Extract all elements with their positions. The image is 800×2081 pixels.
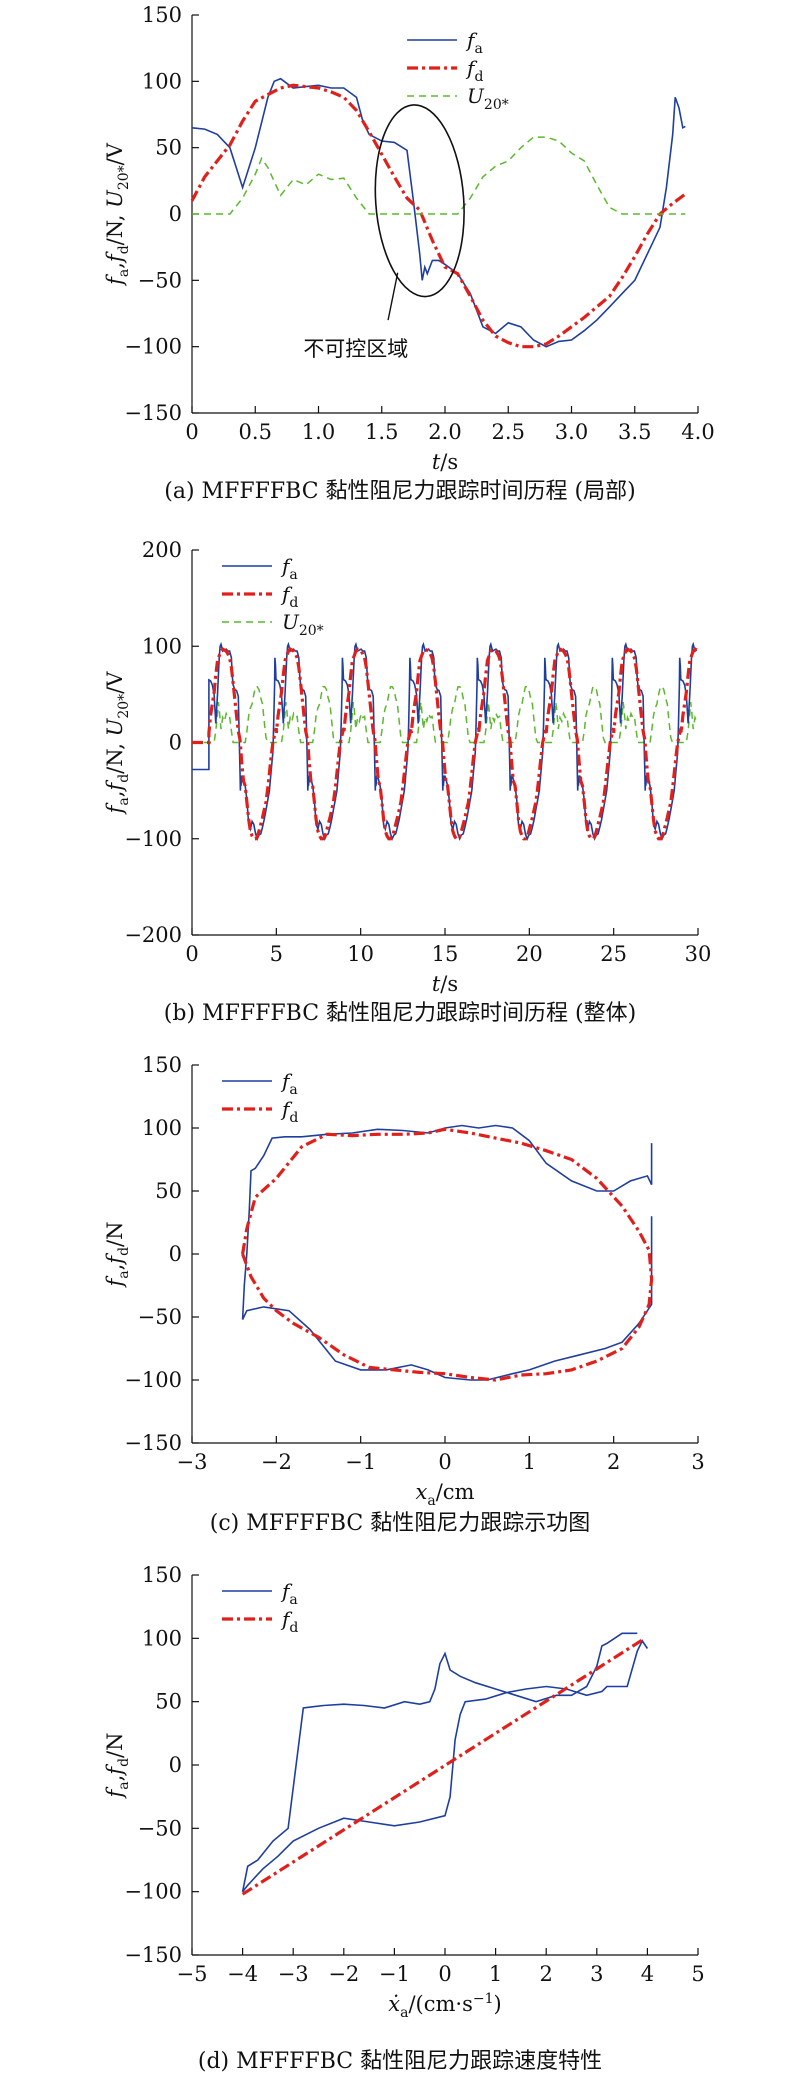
x-tick-label: 3.5 bbox=[618, 420, 651, 444]
y-tick-label: 50 bbox=[155, 136, 182, 160]
legend-label: U20* bbox=[467, 84, 509, 113]
x-tick-label: −2 bbox=[328, 1962, 359, 1986]
y-tick-label: −50 bbox=[138, 1305, 182, 1329]
chart-panel-a: 0 0.5 1.0 1.5 2.0 2.5 3.0 3.5 4.0 −150 −100 −50 0 50 1… bbox=[103, 3, 715, 504]
y-axis-label: fa,fd/N, U20*/V bbox=[103, 142, 132, 287]
x-axis-label: t/s bbox=[432, 450, 458, 474]
x-tick-label: 4.0 bbox=[681, 420, 714, 444]
y-tick-label: 150 bbox=[142, 3, 182, 27]
series-fd-line bbox=[241, 1636, 646, 1896]
x-tick-label: 1 bbox=[489, 1962, 502, 1986]
legend-label: fd bbox=[280, 1607, 298, 1636]
x-tick-label: 5 bbox=[691, 1962, 704, 1986]
x-tick-label: 1.0 bbox=[302, 420, 335, 444]
x-axis-label: t/s bbox=[432, 972, 458, 996]
y-tick-label: −50 bbox=[138, 1816, 182, 1840]
y-tick-label: 0 bbox=[169, 1242, 182, 1266]
x-tick-label: 10 bbox=[347, 942, 374, 966]
x-tick-label: −4 bbox=[227, 1962, 258, 1986]
legend-label: fa bbox=[280, 554, 298, 583]
x-tick-label: −5 bbox=[177, 1962, 208, 1986]
y-tick-label: −100 bbox=[124, 1880, 182, 1904]
legend-label: fd bbox=[465, 56, 483, 85]
y-tick-label: 150 bbox=[142, 1053, 182, 1077]
y-axis-label: fa,fd/N, U20*/V bbox=[103, 671, 132, 816]
x-tick-label: 2 bbox=[607, 1450, 620, 1474]
x-tick-label: 3 bbox=[691, 1450, 704, 1474]
x-axis-label: xa/cm bbox=[416, 1480, 475, 1509]
series-u20-line bbox=[192, 136, 686, 215]
x-tick-label: −3 bbox=[278, 1962, 309, 1986]
x-tick-label: 3 bbox=[590, 1962, 603, 1986]
figure-caption: (a) MFFFFBC 黏性阻尼力跟踪时间历程 (局部) bbox=[164, 479, 635, 504]
series-fa-line bbox=[191, 77, 686, 348]
y-tick-label: −150 bbox=[124, 1431, 182, 1455]
y-tick-label: 100 bbox=[142, 1626, 182, 1650]
x-tick-label: 0 bbox=[438, 1450, 451, 1474]
y-tick-label: 0 bbox=[169, 1753, 182, 1777]
series-u20-line bbox=[192, 685, 698, 744]
y-tick-label: −150 bbox=[124, 1943, 182, 1967]
x-tick-label: 0 bbox=[438, 1962, 451, 1986]
x-tick-label: 2.5 bbox=[492, 420, 525, 444]
annotation-label: 不可控区域 bbox=[303, 337, 408, 361]
legend-label: fd bbox=[280, 1097, 298, 1126]
figure-caption: (c) MFFFFBC 黏性阻尼力跟踪示功图 bbox=[210, 1511, 590, 1536]
x-tick-label: 2 bbox=[540, 1962, 553, 1986]
y-tick-label: 100 bbox=[142, 69, 182, 93]
legend-label: fa bbox=[280, 1579, 298, 1608]
series-fd-line bbox=[241, 1127, 654, 1382]
y-tick-label: 200 bbox=[142, 538, 182, 562]
y-tick-label: 150 bbox=[142, 1563, 182, 1587]
series-fd-line bbox=[192, 647, 698, 841]
annotation-leader bbox=[387, 272, 399, 321]
uncontrollable-region-ellipse bbox=[374, 104, 465, 298]
x-axis-label: ẋa/(cm·s−1) bbox=[388, 1991, 501, 2021]
x-tick-label: 0 bbox=[185, 942, 198, 966]
y-tick-label: −100 bbox=[124, 335, 182, 359]
chart-panel-d: −5 −4 −3 −2 −1 0 1 2 3 4 5 −150 −100 −50 0 50 100 150 fafd… bbox=[103, 1563, 705, 2074]
legend-label: fa bbox=[280, 1069, 298, 1098]
y-tick-label: 50 bbox=[155, 1179, 182, 1203]
x-tick-label: 1.5 bbox=[365, 420, 398, 444]
y-tick-label: −100 bbox=[124, 827, 182, 851]
figure-caption: (d) MFFFFBC 黏性阻尼力跟踪速度特性 bbox=[198, 2049, 602, 2074]
y-tick-label: −50 bbox=[138, 268, 182, 292]
figure-caption: (b) MFFFFBC 黏性阻尼力跟踪时间历程 (整体) bbox=[164, 1001, 636, 1026]
x-tick-label: 20 bbox=[516, 942, 543, 966]
x-tick-label: 4 bbox=[641, 1962, 654, 1986]
x-tick-label: −3 bbox=[177, 1450, 208, 1474]
x-tick-label: −2 bbox=[261, 1450, 292, 1474]
x-tick-label: −1 bbox=[379, 1962, 410, 1986]
x-tick-label: 1 bbox=[523, 1450, 536, 1474]
x-tick-label: 25 bbox=[600, 942, 627, 966]
series-fd-line bbox=[190, 83, 687, 349]
x-tick-label: 30 bbox=[685, 942, 712, 966]
series-fa-line bbox=[241, 1124, 653, 1381]
y-tick-label: 100 bbox=[142, 1116, 182, 1140]
y-tick-label: 50 bbox=[155, 1690, 182, 1714]
y-axis-label: fa,fd/N bbox=[103, 1732, 132, 1799]
x-tick-label: 15 bbox=[432, 942, 459, 966]
y-axis-label: fa,fd/N bbox=[103, 1221, 132, 1288]
x-tick-label: 5 bbox=[270, 942, 283, 966]
y-tick-label: 0 bbox=[169, 202, 182, 226]
x-tick-label: 0.5 bbox=[239, 420, 272, 444]
x-tick-label: −1 bbox=[345, 1450, 376, 1474]
legend-label: fd bbox=[280, 582, 298, 611]
legend-label: fa bbox=[465, 28, 483, 57]
x-tick-label: 2.0 bbox=[428, 420, 461, 444]
legend-label: U20* bbox=[282, 610, 324, 639]
y-tick-label: −150 bbox=[124, 401, 182, 425]
y-tick-label: −100 bbox=[124, 1368, 182, 1392]
series-fa-line bbox=[241, 1632, 649, 1893]
x-tick-label: 3.0 bbox=[555, 420, 588, 444]
y-tick-label: 0 bbox=[169, 731, 182, 755]
y-tick-label: 100 bbox=[142, 634, 182, 658]
x-tick-label: 0 bbox=[185, 420, 198, 444]
y-tick-label: −200 bbox=[124, 923, 182, 947]
